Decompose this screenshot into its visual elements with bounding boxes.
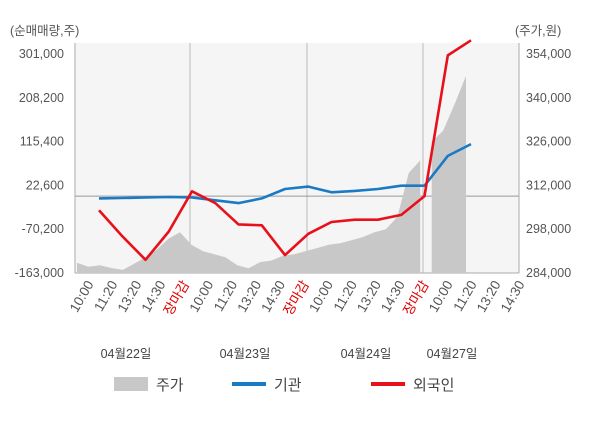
date-label: 04월24일 — [341, 347, 392, 361]
date-label: 04월22일 — [101, 347, 152, 361]
right-axis-title: (주가,원) — [515, 24, 561, 38]
legend-swatch-price — [114, 377, 148, 391]
x-tick-label: 10:00 — [186, 278, 216, 315]
date-labels: 04월22일 04월23일 04월24일 04월27일 — [101, 347, 478, 361]
left-tick-label: 208,200 — [19, 91, 64, 105]
left-tick-label: -163,000 — [15, 266, 64, 280]
left-tick-label: 22,600 — [26, 178, 64, 192]
left-axis-ticks: 301,000 208,200 115,400 22,600 -70,200 -163,0… — [15, 47, 64, 280]
date-label: 04월23일 — [220, 347, 271, 361]
x-axis-ticks: 10:0011:2013:2014:30장마감10:0011:2013:2014… — [67, 278, 528, 318]
left-tick-label: 115,400 — [20, 135, 64, 149]
x-tick-label: 10:00 — [67, 278, 97, 315]
x-tick-label: 10:00 — [426, 278, 456, 315]
x-tick-label: 10:00 — [306, 278, 336, 315]
legend-label: 주가 — [156, 377, 184, 394]
legend-swatch-foreign — [371, 382, 405, 386]
right-axis-ticks: 354,000 340,000 326,000 312,000 298,000 284,0… — [526, 47, 571, 280]
x-tick-label: 13:20 — [474, 278, 504, 315]
right-tick-label: 284,000 — [526, 266, 571, 280]
left-tick-label: -70,200 — [22, 222, 64, 236]
right-tick-label: 312,000 — [526, 178, 571, 192]
left-axis-title: (순매매량,주) — [10, 24, 79, 38]
x-tick-label: 14:30 — [498, 278, 528, 315]
legend-label: 외국인 — [413, 377, 454, 394]
left-tick-label: 301,000 — [19, 47, 64, 61]
legend-swatch-institution — [232, 382, 266, 386]
right-tick-label: 326,000 — [526, 135, 571, 149]
date-label: 04월27일 — [427, 347, 478, 361]
right-tick-label: 354,000 — [526, 47, 571, 61]
right-tick-label: 298,000 — [526, 222, 571, 236]
legend-label: 기관 — [274, 377, 302, 394]
right-tick-label: 340,000 — [526, 91, 571, 105]
legend: 주가 기관 외국인 — [114, 377, 454, 394]
